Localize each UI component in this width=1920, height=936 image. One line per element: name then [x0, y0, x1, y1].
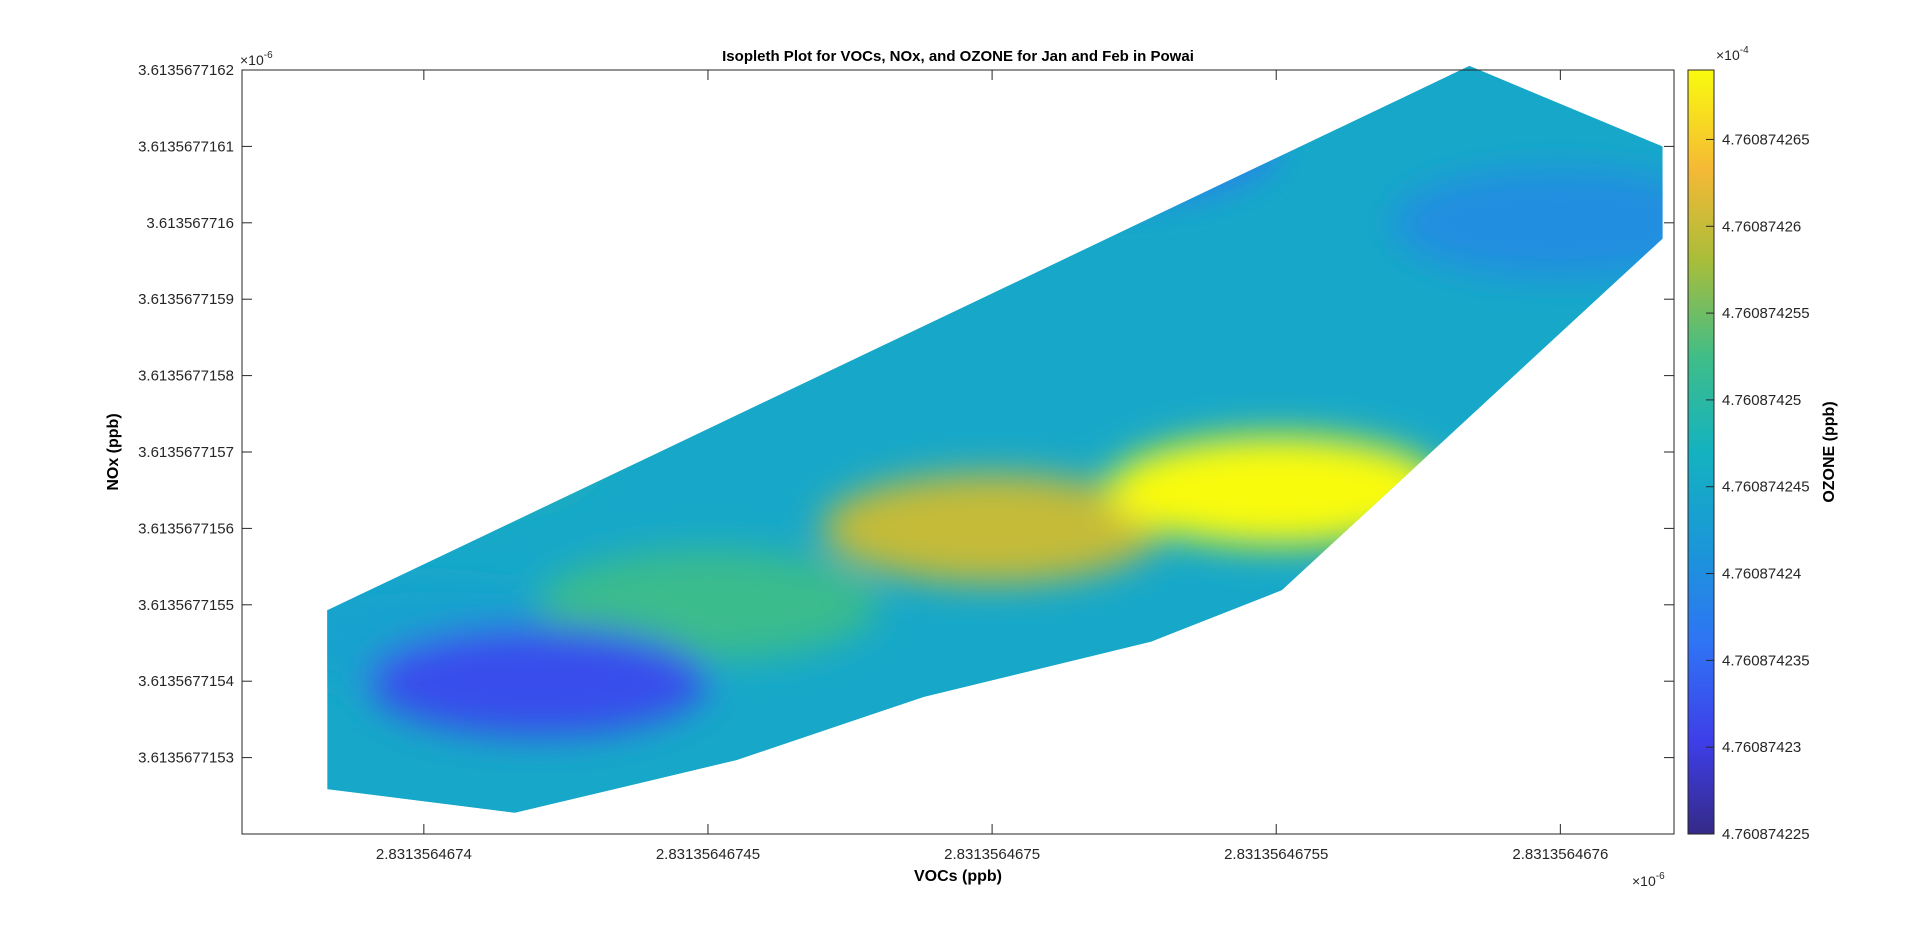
y-tick-label-4: 3.6135677157 — [138, 444, 234, 461]
colorbar-tick-label-6: 4.760874255 — [1722, 305, 1810, 322]
colorbar — [1687, 69, 1715, 835]
y-axis-label: NOx (ppb) — [105, 413, 122, 490]
colorbar-exponent: ×10-4 — [1716, 45, 1749, 63]
y-tick-label-5: 3.6135677158 — [138, 368, 234, 385]
colorbar-label: OZONE (ppb) — [1821, 401, 1838, 502]
chart-title: Isopleth Plot for VOCs, NOx, and OZONE f… — [722, 48, 1194, 65]
contour-region-6 — [538, 549, 878, 660]
y-tick-label-0: 3.6135677153 — [138, 750, 234, 767]
x-tick-label-0: 2.8313564674 — [376, 846, 472, 863]
colorbar-tick-label-7: 4.76087426 — [1722, 218, 1801, 235]
colorbar-tick-label-5: 4.76087425 — [1722, 392, 1801, 409]
x-tick-label-3: 2.83135646755 — [1224, 846, 1328, 863]
y-exponent: ×10-6 — [240, 50, 273, 68]
y-tick-label-7: 3.613567716 — [146, 215, 234, 232]
x-tick-label-1: 2.83135646745 — [656, 846, 760, 863]
colorbar-tick-label-1: 4.76087423 — [1722, 739, 1801, 756]
y-tick-label-1: 3.6135677154 — [138, 673, 234, 690]
y-tick-label-2: 3.6135677155 — [138, 597, 234, 614]
colorbar-tick-label-3: 4.76087424 — [1722, 566, 1801, 583]
y-tick-label-3: 3.6135677156 — [138, 520, 234, 537]
colorbar-axis: 4.760874225 4.76087423 4.760874235 4.760874… — [1706, 131, 1810, 843]
colorbar-tick-label-4: 4.760874245 — [1722, 479, 1810, 496]
y-tick-label-6: 3.6135677159 — [138, 291, 234, 308]
contour-region-7 — [1390, 167, 1663, 278]
contour-region-8 — [367, 626, 708, 737]
x-axis: 2.8313564674 2.83135646745 2.8313564675 2.8… — [376, 70, 1608, 863]
y-tick-label-8: 3.6135677161 — [138, 138, 234, 155]
colorbar-tick-label-8: 4.760874265 — [1722, 131, 1810, 148]
x-tick-label-4: 2.8313564676 — [1512, 846, 1608, 863]
colorbar-tick-label-0: 4.760874225 — [1722, 826, 1810, 843]
x-exponent: ×10-6 — [1632, 871, 1665, 889]
contour-region-4 — [822, 473, 1163, 584]
x-axis-label: VOCs (ppb) — [914, 868, 1002, 885]
y-axis: 3.6135677153 3.6135677154 3.6135677155 3.61… — [138, 62, 1674, 767]
x-tick-label-2: 2.8313564675 — [944, 846, 1040, 863]
y-tick-label-9: 3.6135677162 — [138, 62, 234, 79]
colorbar-tick-label-2: 4.760874235 — [1722, 652, 1810, 669]
